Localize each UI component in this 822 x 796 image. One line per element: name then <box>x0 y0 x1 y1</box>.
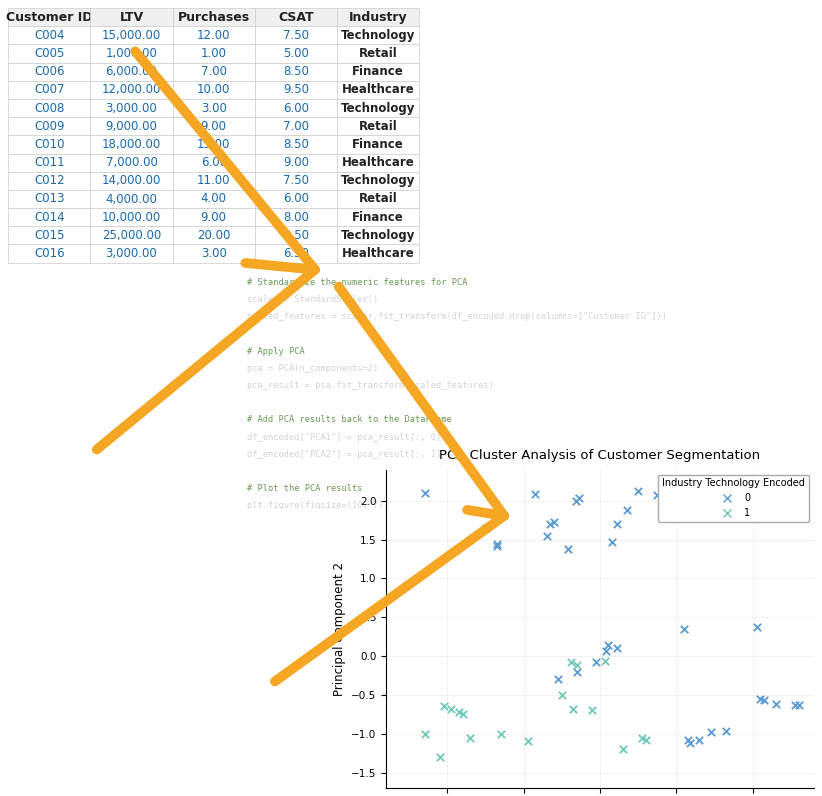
Point <box>704 726 718 739</box>
Point <box>418 728 431 740</box>
Title: PCA Cluster Analysis of Customer Segmentation: PCA Cluster Analysis of Customer Segment… <box>440 448 760 462</box>
Point <box>529 488 542 501</box>
Point <box>521 735 534 747</box>
Point <box>758 694 771 707</box>
Point <box>565 656 578 669</box>
Point <box>635 732 649 744</box>
Legend: 0, 1: 0, 1 <box>658 474 809 522</box>
Point <box>601 638 614 651</box>
Point <box>599 644 612 657</box>
Text: scaled_features = scaler.fit_transform(df_encoded.drop(columns=["Customer ID"])): scaled_features = scaler.fit_transform(d… <box>247 312 667 322</box>
Point <box>494 728 507 740</box>
Point <box>586 704 599 716</box>
Point <box>750 620 763 633</box>
Point <box>651 489 664 501</box>
Y-axis label: Principal Component 2: Principal Component 2 <box>333 562 346 696</box>
Point <box>570 659 584 672</box>
Point <box>464 732 477 744</box>
Point <box>684 736 697 749</box>
Text: pca_result = pca.fit_transform(scaled_features): pca_result = pca.fit_transform(scaled_fe… <box>247 381 493 390</box>
Point <box>566 702 580 715</box>
Point <box>552 673 565 685</box>
Text: plt.legend(title="Industry Technology E...   loc='upper right'): plt.legend(title="Industry Technology E.… <box>247 622 577 630</box>
Point <box>631 484 644 497</box>
Point <box>616 743 630 755</box>
Text: # Add PCA results back to the DataFrame: # Add PCA results back to the DataFrame <box>247 416 451 424</box>
Point <box>445 702 458 715</box>
Point <box>605 536 618 548</box>
Point <box>610 517 623 530</box>
Text: # Apply PCA: # Apply PCA <box>247 346 304 356</box>
Text: # Plot the PCA results: # Plot the PCA results <box>247 484 363 494</box>
Text: df_encoded["PCA2"] = pca_result[:, 1]: df_encoded["PCA2"] = pca_result[:, 1] <box>247 450 441 458</box>
Point <box>792 699 805 712</box>
Point <box>491 538 504 551</box>
Point <box>769 698 783 711</box>
Point <box>754 693 767 705</box>
Point <box>598 655 612 668</box>
Text: sns.scatterplot(x="PCA1", y="PCA2", hue="Industry_Technology", data=df_encoded,: sns.scatterplot(x="PCA1", y="PCA2", hue=… <box>247 518 662 528</box>
Point <box>418 486 431 499</box>
Text: plt.show(): plt.show() <box>247 639 299 648</box>
Point <box>640 734 653 747</box>
Point <box>569 495 582 508</box>
Point <box>561 543 575 556</box>
Point <box>540 529 553 542</box>
Text: palette="viridis", legend="full"): palette="viridis", legend="full") <box>247 536 504 544</box>
Text: plt.grid(True): plt.grid(True) <box>247 604 320 614</box>
Text: plt.title("PCA Cluster Analysis of Customer Segmentation"): plt.title("PCA Cluster Analysis of Custo… <box>247 553 551 562</box>
Point <box>610 642 623 654</box>
Text: plt.figure(figsize=(10, 7)): plt.figure(figsize=(10, 7)) <box>247 501 388 510</box>
Point <box>452 705 465 718</box>
Point <box>437 700 450 713</box>
Point <box>677 622 690 635</box>
Point <box>544 517 557 530</box>
Point <box>572 491 585 504</box>
Point <box>681 734 695 747</box>
Text: pca = PCA(n_components=2): pca = PCA(n_components=2) <box>247 364 378 373</box>
Point <box>556 689 569 701</box>
Point <box>788 699 801 712</box>
Point <box>719 725 732 738</box>
Point <box>589 656 603 669</box>
Point <box>620 504 633 517</box>
Text: plt.xlabel("Principal Component 1"): plt.xlabel("Principal Component 1") <box>247 570 431 579</box>
Point <box>693 734 706 747</box>
Point <box>479 521 492 534</box>
Point <box>570 665 584 678</box>
Point <box>456 708 469 720</box>
Text: scaler = StandardScaler(): scaler = StandardScaler() <box>247 295 378 304</box>
Text: plt.ylabel("Principal Component 2"): plt.ylabel("Principal Component 2") <box>247 587 431 596</box>
Text: # Standardize the numeric features for PCA: # Standardize the numeric features for P… <box>247 278 467 287</box>
Point <box>491 540 504 552</box>
Point <box>547 516 561 529</box>
Point <box>433 751 446 763</box>
Text: df_encoded["PCA1"] = pca_result[:, 0]: df_encoded["PCA1"] = pca_result[:, 0] <box>247 432 441 442</box>
